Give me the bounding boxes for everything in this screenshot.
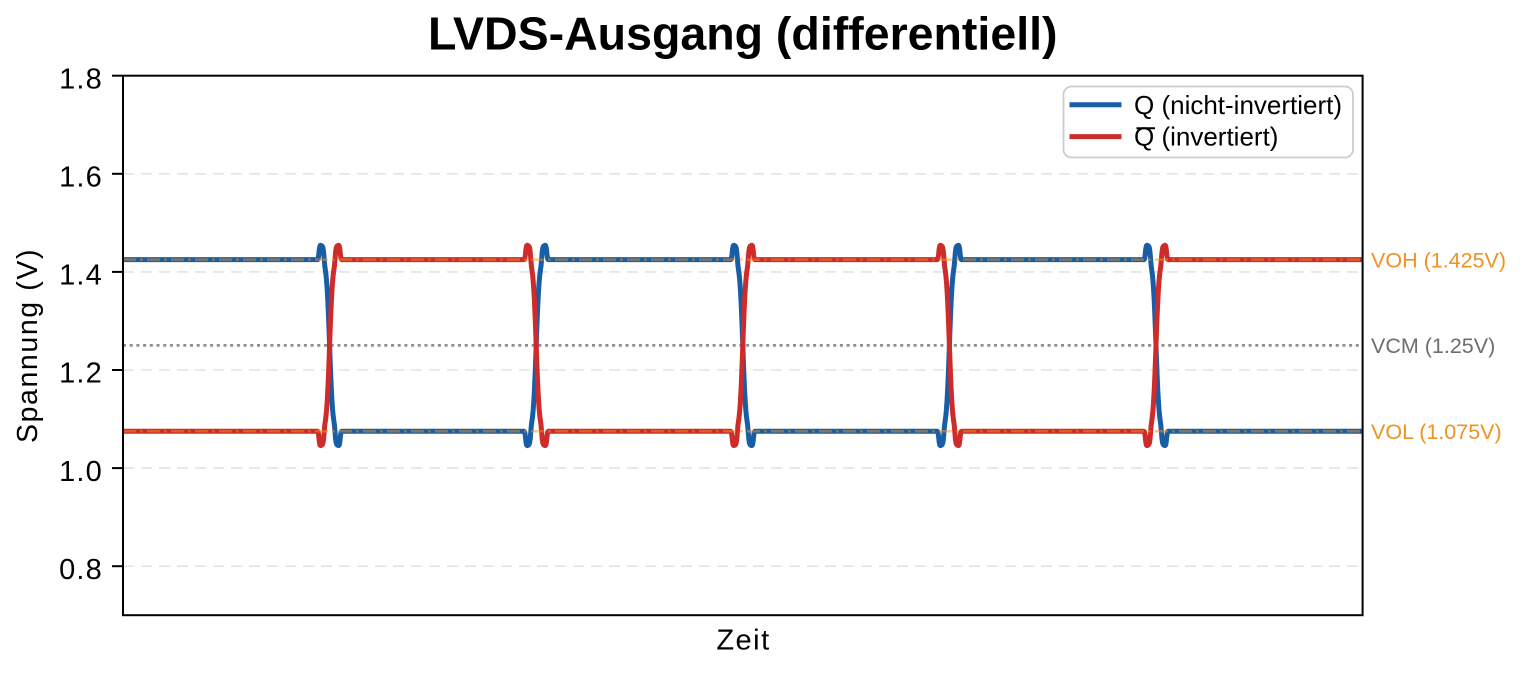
- svg-text:Q (nicht-invertiert): Q (nicht-invertiert): [1134, 90, 1342, 120]
- svg-text:1.2: 1.2: [59, 358, 103, 390]
- svg-text:Zeit: Zeit: [716, 624, 770, 656]
- svg-text:1.0: 1.0: [59, 456, 103, 488]
- svg-text:VOH (1.425V): VOH (1.425V): [1371, 248, 1506, 272]
- svg-text:1.6: 1.6: [59, 162, 103, 194]
- svg-text:0.8: 0.8: [59, 554, 103, 586]
- svg-text:1.4: 1.4: [59, 260, 103, 292]
- svg-text:LVDS-Ausgang (differentiell): LVDS-Ausgang (differentiell): [428, 8, 1057, 60]
- svg-text:VCM (1.25V): VCM (1.25V): [1371, 334, 1495, 358]
- svg-text:Q (invertiert): Q (invertiert): [1134, 122, 1278, 152]
- svg-text:1.8: 1.8: [59, 63, 103, 95]
- svg-text:Spannung (V): Spannung (V): [12, 248, 44, 443]
- svg-text:VOL (1.075V): VOL (1.075V): [1371, 420, 1502, 444]
